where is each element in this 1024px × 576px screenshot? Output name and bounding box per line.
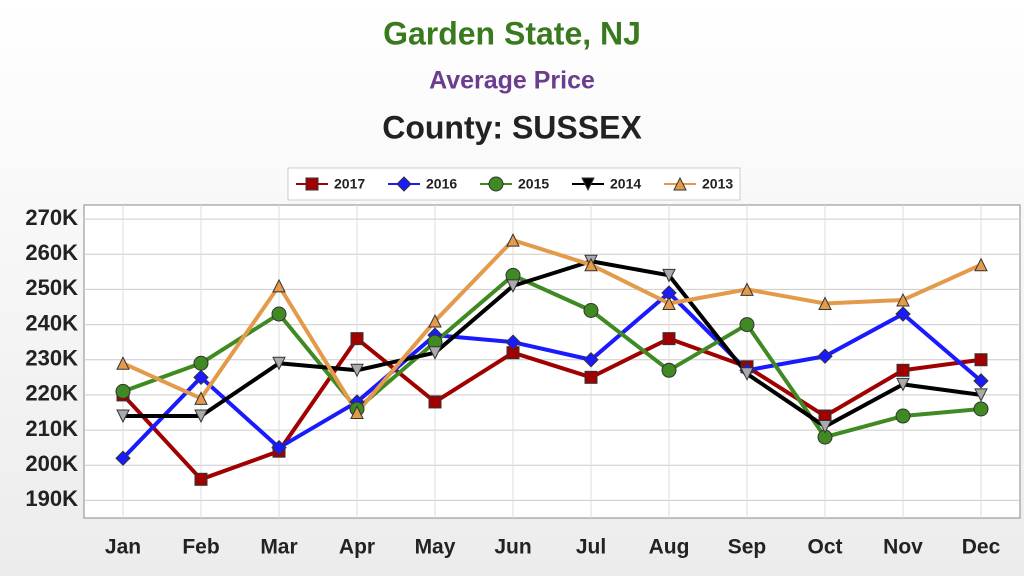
marker [350, 405, 364, 419]
series-line [121, 336, 982, 482]
x-tick-label: Apr [339, 536, 375, 559]
marker [488, 176, 504, 192]
marker [974, 353, 988, 367]
y-tick-label: 260K [25, 240, 78, 265]
x-tick-label: Sep [728, 536, 767, 559]
marker [271, 439, 287, 456]
marker [895, 306, 911, 322]
marker [818, 296, 832, 310]
x-tick-label: Oct [807, 536, 842, 559]
x-tick-label: Mar [260, 536, 297, 559]
y-tick-label: 200K [25, 451, 78, 476]
x-tick-label: Feb [182, 536, 219, 559]
marker [584, 257, 598, 272]
marker [115, 383, 131, 399]
y-tick-label: 240K [25, 310, 78, 335]
chart-title: Garden State, NJ [383, 15, 641, 51]
marker [305, 177, 319, 191]
y-tick-label: 220K [25, 381, 78, 406]
marker [506, 279, 520, 294]
marker [895, 408, 911, 424]
marker [350, 332, 364, 346]
marker [428, 313, 442, 328]
y-tick-label: 270K [25, 205, 78, 230]
legend-label: 2013 [702, 176, 733, 192]
marker [271, 306, 287, 322]
marker [428, 346, 442, 360]
marker [896, 377, 910, 392]
x-tick-label: Dec [962, 536, 1001, 559]
marker [193, 369, 209, 386]
marker [194, 472, 208, 486]
marker [350, 363, 364, 378]
x-tick-label: Aug [649, 536, 690, 559]
marker [583, 352, 599, 368]
county-label: County: SUSSEX [382, 109, 642, 145]
marker [896, 363, 910, 377]
marker [817, 348, 833, 364]
x-tick-label: Nov [883, 536, 923, 559]
marker [505, 334, 521, 350]
marker [673, 176, 687, 191]
marker [115, 450, 131, 466]
marker [116, 409, 130, 424]
series-line [122, 273, 982, 440]
legend-label: 2015 [518, 176, 549, 192]
y-tick-label: 210K [25, 416, 78, 441]
marker [584, 370, 598, 384]
marker [974, 388, 988, 403]
marker [194, 391, 208, 405]
legend-label: 2014 [610, 176, 641, 192]
marker [272, 356, 286, 371]
x-tick-label: Jan [105, 536, 141, 559]
chart-subtitle: Average Price [429, 67, 595, 95]
marker [506, 233, 520, 247]
marker [194, 409, 208, 424]
marker [740, 367, 754, 381]
marker [973, 373, 989, 389]
y-tick-label: 190K [25, 486, 78, 511]
x-tick-label: Jun [494, 536, 531, 559]
marker [896, 292, 910, 307]
x-tick-label: May [415, 536, 456, 559]
marker [739, 317, 755, 333]
marker [428, 395, 442, 409]
marker [272, 278, 286, 293]
x-tick-label: Jul [576, 536, 606, 559]
marker [974, 257, 988, 272]
marker [193, 355, 209, 371]
marker [581, 177, 595, 192]
marker [396, 176, 412, 192]
y-tick-label: 250K [25, 275, 78, 300]
marker [661, 362, 677, 378]
marker [116, 356, 130, 370]
marker [662, 268, 676, 283]
series-line [122, 238, 982, 415]
series-line [123, 259, 982, 429]
legend-label: 2017 [334, 176, 365, 192]
marker [973, 401, 989, 417]
marker [583, 303, 599, 319]
series-line [121, 290, 983, 460]
marker [740, 282, 754, 296]
legend-label: 2016 [426, 176, 457, 192]
marker [818, 420, 832, 434]
y-tick-label: 230K [25, 346, 78, 371]
marker [662, 296, 676, 310]
marker [662, 332, 676, 346]
